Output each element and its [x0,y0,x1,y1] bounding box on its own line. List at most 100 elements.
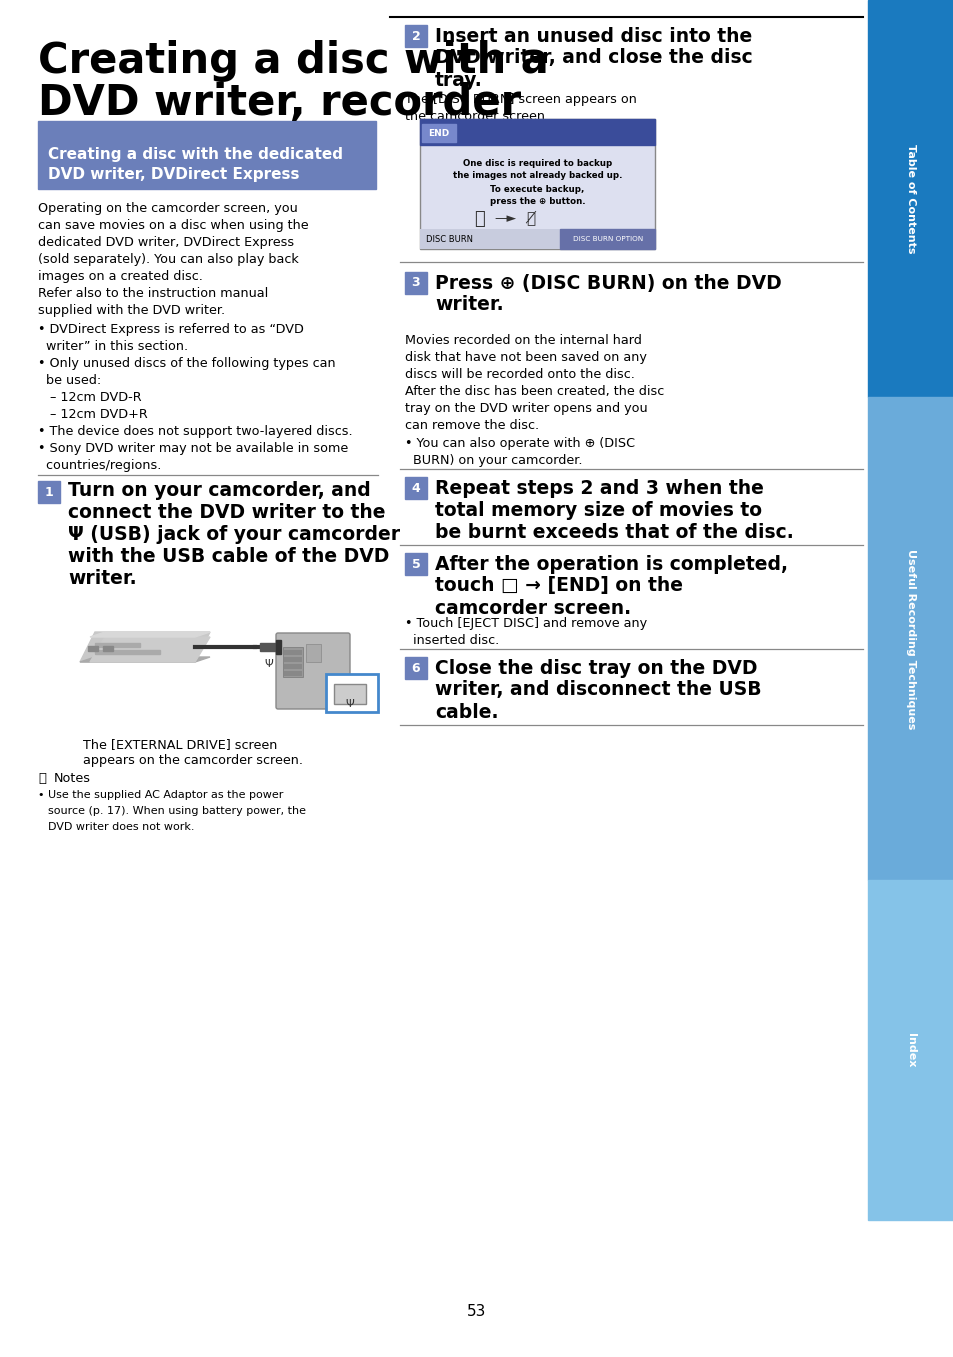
Bar [275,641,281,654]
Text: writer.: writer. [435,296,503,315]
Text: be burnt exceeds that of the disc.: be burnt exceeds that of the disc. [435,522,793,541]
Text: DVD writer, DVDirect Express: DVD writer, DVDirect Express [48,167,299,182]
Text: 4: 4 [411,482,420,494]
Text: dedicated DVD writer, DVDirect Express: dedicated DVD writer, DVDirect Express [38,236,294,248]
Bar [326,674,377,712]
Text: tray on the DVD writer opens and you: tray on the DVD writer opens and you [405,402,647,415]
Text: source (p. 17). When using battery power, the: source (p. 17). When using battery power… [48,806,306,816]
Polygon shape [95,650,160,654]
Text: discs will be recorded onto the disc.: discs will be recorded onto the disc. [405,368,634,381]
Text: • The device does not support two-layered discs.: • The device does not support two-layere… [38,425,353,438]
Text: total memory size of movies to: total memory size of movies to [435,501,761,520]
Text: DISC BURN: DISC BURN [426,235,473,243]
Text: • You can also operate with ⊕ (DISC: • You can also operate with ⊕ (DISC [405,437,635,451]
Text: • Sony DVD writer may not be available in some: • Sony DVD writer may not be available i… [38,442,348,455]
Bar [284,657,302,662]
Bar [419,229,655,248]
FancyBboxPatch shape [275,632,350,708]
Text: One disc is required to backup: One disc is required to backup [462,159,612,167]
Text: cable.: cable. [435,703,498,722]
Text: DVD writer, recorder: DVD writer, recorder [38,81,520,123]
Text: 1: 1 [45,486,53,498]
Text: disk that have not been saved on any: disk that have not been saved on any [405,351,646,364]
Text: the images not already backed up.: the images not already backed up. [453,171,621,180]
Text: writer, and disconnect the USB: writer, and disconnect the USB [435,680,760,699]
Text: can remove the disc.: can remove the disc. [405,419,538,432]
Bar [283,647,303,677]
Text: – 12cm DVD-R: – 12cm DVD-R [38,391,141,404]
Text: touch □ → [END] on the: touch □ → [END] on the [435,577,682,596]
Text: • Use the supplied AC Adaptor as the power: • Use the supplied AC Adaptor as the pow… [38,790,283,801]
Text: 53: 53 [467,1304,486,1319]
Bar [405,478,427,499]
Bar [88,646,98,651]
Text: Close the disc tray on the DVD: Close the disc tray on the DVD [435,658,757,677]
Bar [405,24,427,47]
Bar [284,650,302,655]
Text: DISC BURN OPTION: DISC BURN OPTION [572,236,642,242]
Text: Movies recorded on the internal hard: Movies recorded on the internal hard [405,334,641,347]
Text: images on a created disc.: images on a created disc. [38,270,203,284]
Text: Ⓝ: Ⓝ [38,772,46,784]
Text: Creating a disc with a: Creating a disc with a [38,39,548,81]
Text: Ψ: Ψ [264,660,274,669]
Text: be used:: be used: [38,375,101,387]
Text: (sold separately). You can also play back: (sold separately). You can also play bac… [38,252,298,266]
Text: inserted disc.: inserted disc. [405,634,498,647]
Bar [260,643,277,651]
Polygon shape [90,632,210,636]
Text: tray.: tray. [435,71,482,90]
Text: After the operation is completed,: After the operation is completed, [435,555,787,574]
Text: – 12cm DVD+R: – 12cm DVD+R [38,408,148,421]
Bar [419,119,655,145]
Bar [421,123,456,142]
Polygon shape [80,632,210,662]
Text: Press ⊕ (DISC BURN) on the DVD: Press ⊕ (DISC BURN) on the DVD [435,274,781,293]
Text: To execute backup,: To execute backup, [490,185,584,194]
Text: 5: 5 [411,558,420,570]
Text: Turn on your camcorder, and: Turn on your camcorder, and [68,480,371,499]
Text: 6: 6 [412,661,420,674]
Text: connect the DVD writer to the: connect the DVD writer to the [68,502,385,521]
Polygon shape [80,657,210,662]
Bar [405,554,427,575]
Polygon shape [95,643,140,647]
Text: Table of Contents: Table of Contents [905,144,915,254]
Text: —►: —► [494,213,516,225]
Bar [419,119,655,248]
Text: supplied with the DVD writer.: supplied with the DVD writer. [38,304,225,318]
Text: After the disc has been created, the disc: After the disc has been created, the dis… [405,385,663,398]
Bar [559,229,655,248]
Text: END: END [428,129,449,137]
Bar [38,480,60,503]
Text: Creating a disc with the dedicated: Creating a disc with the dedicated [48,148,343,163]
Text: 3: 3 [412,277,420,289]
Text: • Only unused discs of the following types can: • Only unused discs of the following typ… [38,357,335,370]
Bar [405,657,427,678]
Text: Refer also to the instruction manual: Refer also to the instruction manual [38,286,268,300]
Bar [867,398,953,879]
Text: ⛛: ⛛ [475,210,485,228]
Text: • DVDirect Express is referred to as “DVD: • DVDirect Express is referred to as “DV… [38,323,304,337]
Bar [103,646,112,651]
Text: writer” in this section.: writer” in this section. [38,341,188,353]
Bar [867,879,953,1220]
Text: Useful Recording Techniques: Useful Recording Techniques [905,548,915,729]
Text: press the ⊕ button.: press the ⊕ button. [489,198,585,206]
Text: Index: Index [905,1033,915,1067]
Text: the camcorder screen.: the camcorder screen. [405,110,549,123]
Bar [867,0,953,398]
Text: BURN) on your camcorder.: BURN) on your camcorder. [405,455,582,467]
Text: Repeat steps 2 and 3 when the: Repeat steps 2 and 3 when the [435,479,763,498]
Bar [284,670,302,676]
Bar [405,271,427,294]
Text: writer.: writer. [68,569,136,588]
Text: countries/regions.: countries/regions. [38,459,161,472]
Text: Ψ (USB) jack of your camcorder: Ψ (USB) jack of your camcorder [68,525,399,544]
Text: with the USB cable of the DVD: with the USB cable of the DVD [68,547,389,566]
Bar [334,684,366,704]
Text: DVD writer does not work.: DVD writer does not work. [48,822,194,832]
Text: 2: 2 [411,30,420,42]
Text: can save movies on a disc when using the: can save movies on a disc when using the [38,218,309,232]
Text: The [DISC BURN] screen appears on: The [DISC BURN] screen appears on [405,94,637,106]
